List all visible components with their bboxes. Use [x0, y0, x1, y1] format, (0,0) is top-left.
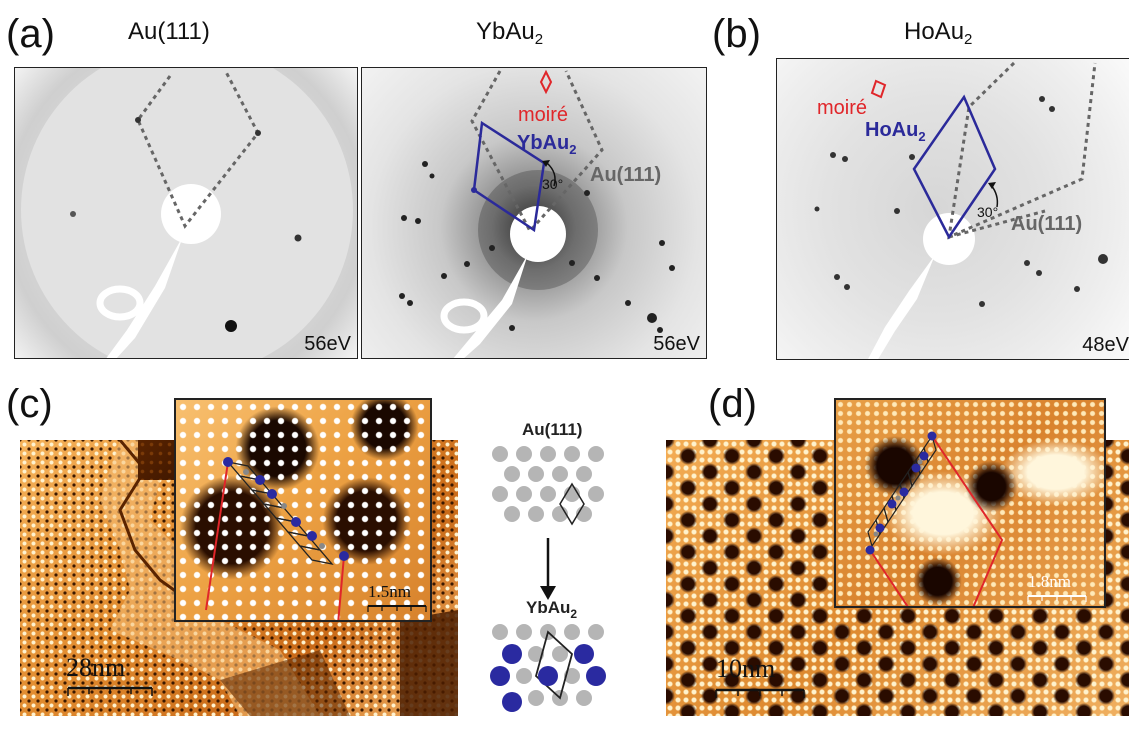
- stm-c-inset-scalebar-label: 1.5nm: [368, 582, 411, 601]
- stm-c-scalebar-label: 28nm: [66, 653, 126, 682]
- leed-ybau2-angle-label: 30°: [542, 176, 564, 192]
- leed-hoau2-image: moiré HoAu2 Au(111) 30° 48eV: [776, 58, 1129, 360]
- model-ybau2-lattice: [490, 624, 606, 712]
- leed-au111-pattern: [21, 68, 353, 358]
- leed-au111-energy: 56eV: [304, 333, 351, 355]
- stm-d-inset-scalebar-label: 1.8nm: [1028, 572, 1071, 591]
- stm-d-scalebar: [715, 688, 805, 698]
- model-au111-label: Au(111): [522, 420, 583, 439]
- leed-hoau2-lattice-label: HoAu2: [865, 119, 926, 144]
- leed-ybau2-substrate-label: Au(111): [590, 164, 662, 186]
- stm-c-inset-scalebar: [367, 605, 427, 612]
- leed-hoau2-moire-label: moiré: [817, 97, 868, 119]
- leed-ybau2-image: moiré YbAu2 Au(111) 30° 56eV: [361, 67, 707, 359]
- stm-hoau2-inset-image: 1.8nm: [834, 398, 1106, 608]
- leed-ybau2-moire-label: moiré: [518, 104, 569, 126]
- leed-hoau2-substrate-label: Au(111): [1011, 213, 1083, 235]
- leed-hoau2-angle-label: 30°: [977, 204, 999, 220]
- stm-d-inset-scalebar: [1027, 595, 1087, 602]
- stm-d-scalebar-label: 10nm: [716, 654, 776, 683]
- panel-a-letter: (a): [6, 12, 55, 56]
- stm-ybau2-terraces: [100, 440, 458, 716]
- leed-ybau2-energy: 56eV: [653, 333, 700, 355]
- panel-c-letter: (c): [6, 382, 53, 426]
- panel-d-letter: (d): [708, 382, 757, 426]
- model-ybau2-label: YbAu2: [526, 598, 578, 621]
- leed-au111-image: 56eV: [14, 67, 358, 359]
- stm-c-scalebar: [67, 686, 153, 696]
- panel-a-left-title: Au(111): [128, 18, 210, 45]
- panel-a-right-title: YbAu2: [476, 18, 544, 48]
- leed-ybau2-lattice-label: YbAu2: [517, 132, 577, 157]
- leed-hoau2-pattern: [814, 61, 1108, 359]
- structure-model: [492, 446, 604, 600]
- leed-ybau2-pattern: [399, 69, 675, 358]
- stm-ybau2-inset-image: 1.5nm: [174, 398, 432, 622]
- model-au111-lattice: [492, 446, 604, 522]
- panel-b-title: HoAu2: [904, 18, 973, 48]
- panel-b-letter: (b): [712, 12, 761, 56]
- stm-ybau2-inset-overlay: [205, 457, 349, 620]
- stm-hoau2-inset-overlay: [865, 431, 1004, 606]
- leed-hoau2-energy: 48eV: [1082, 334, 1129, 356]
